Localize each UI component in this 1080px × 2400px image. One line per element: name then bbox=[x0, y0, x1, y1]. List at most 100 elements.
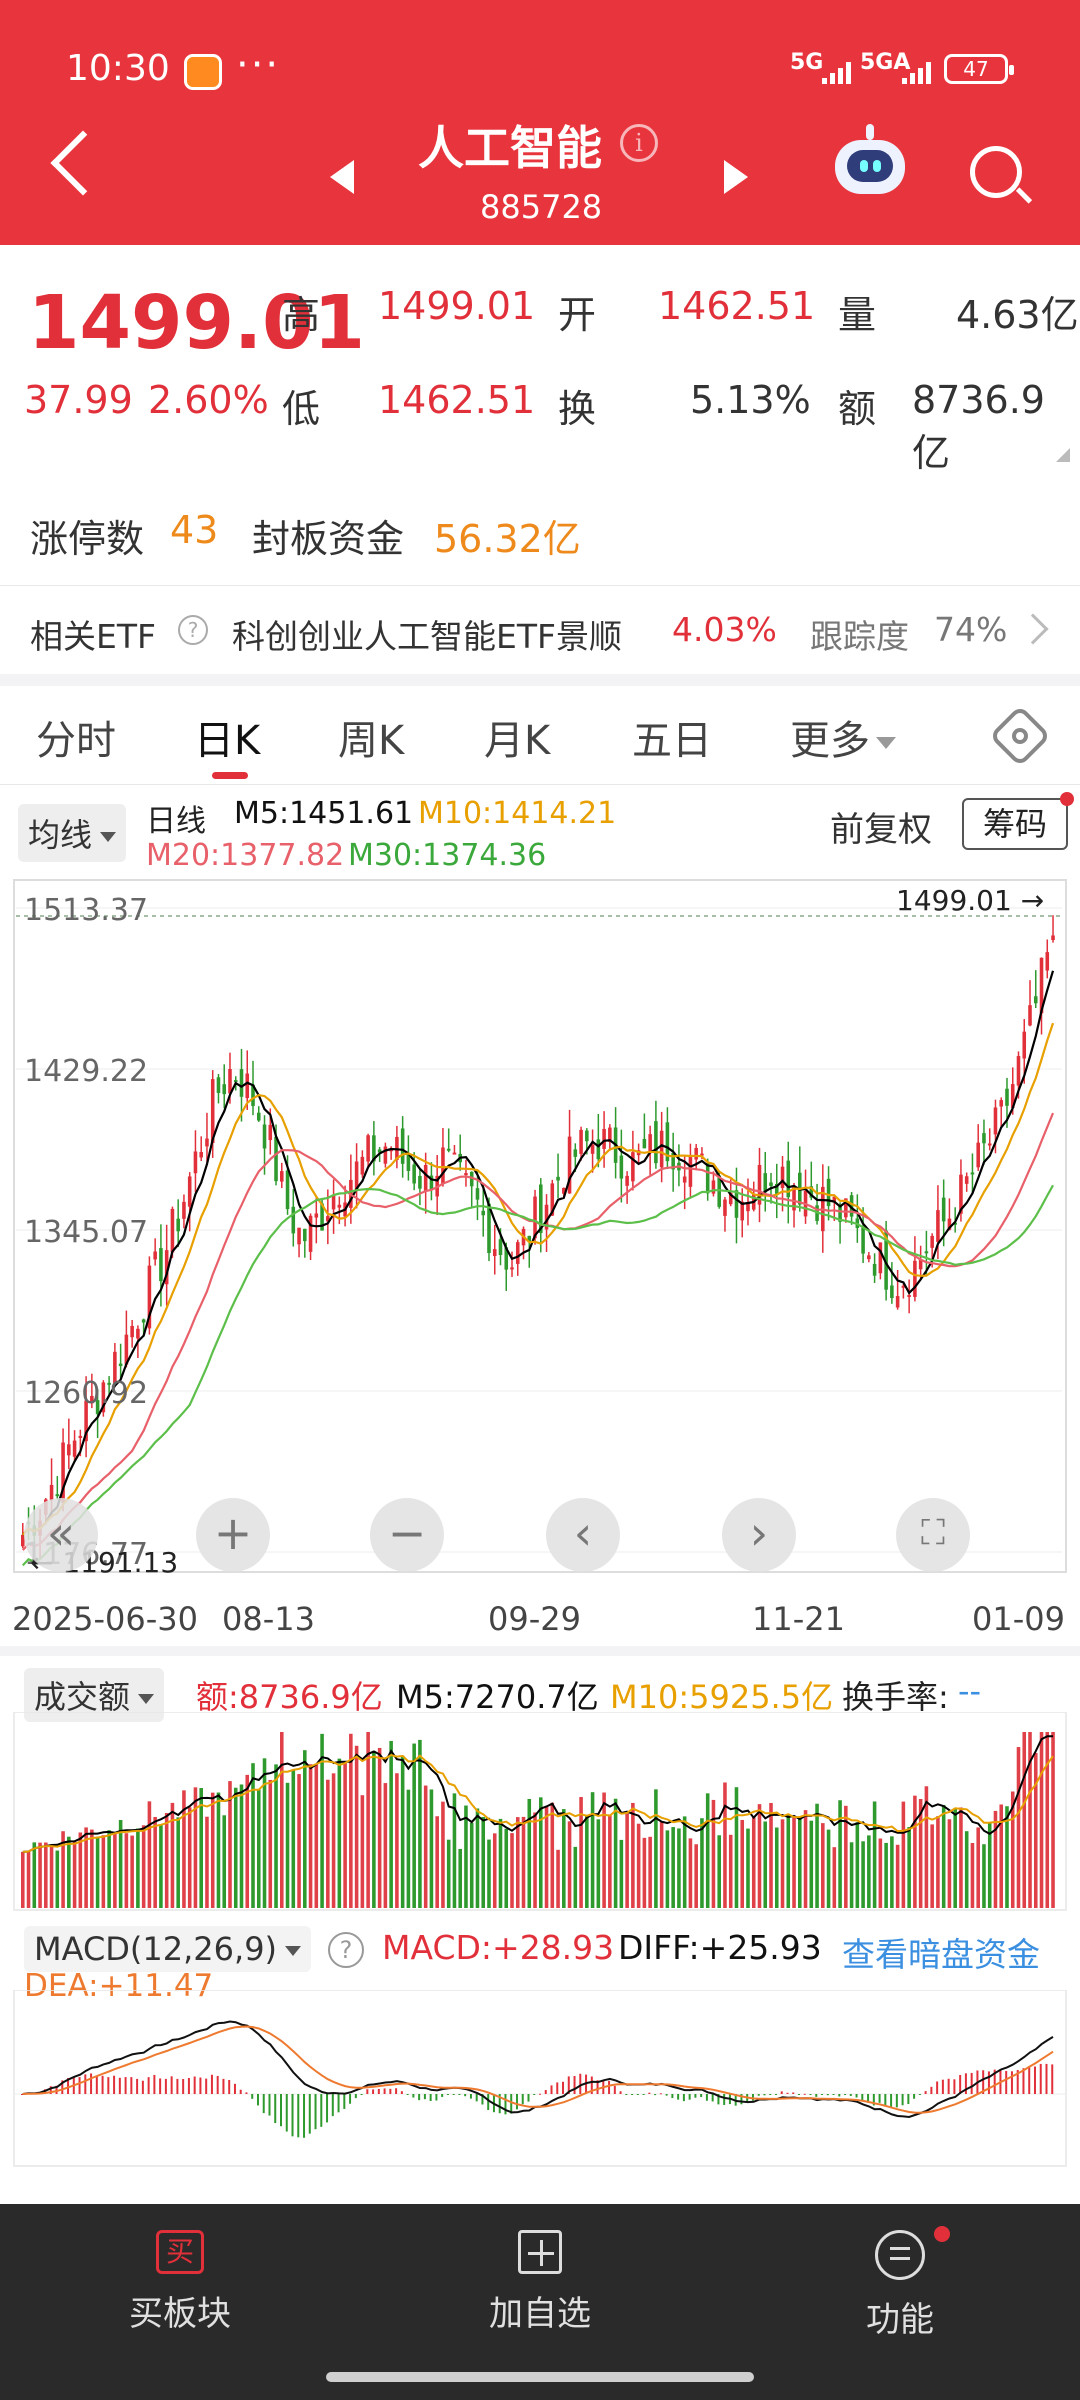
volume-bar bbox=[677, 1828, 681, 1908]
macd-histogram-bar bbox=[636, 2094, 639, 2095]
candle-body bbox=[809, 1186, 814, 1198]
nav-add-watchlist[interactable]: 加自选 bbox=[440, 2230, 640, 2335]
volume-bar bbox=[723, 1782, 727, 1908]
ma-selector[interactable]: 均线 bbox=[18, 804, 127, 862]
limit-count-label: 涨停数 bbox=[30, 517, 145, 561]
etf-track-label: 跟踪度 bbox=[810, 617, 909, 656]
back-icon[interactable] bbox=[50, 130, 116, 196]
macd-histogram-bar bbox=[723, 2094, 726, 2105]
candle-body bbox=[418, 1175, 422, 1189]
candlestick-chart[interactable]: 1513.371429.221345.071260.921176.771499.… bbox=[0, 876, 1080, 1576]
chevron-right-icon[interactable] bbox=[1017, 613, 1049, 645]
add-square-icon bbox=[518, 2230, 562, 2274]
macd-histogram-bar bbox=[239, 2089, 242, 2094]
macd-histogram-bar bbox=[314, 2094, 317, 2130]
adjust-mode[interactable]: 前复权 bbox=[830, 810, 932, 850]
candle-body bbox=[700, 1153, 704, 1156]
candle-body bbox=[982, 1133, 986, 1144]
macd-histogram-bar bbox=[136, 2078, 139, 2094]
volume-bar bbox=[469, 1822, 474, 1908]
candle-body bbox=[291, 1206, 296, 1234]
candle-body bbox=[130, 1325, 134, 1338]
tab-daily-k[interactable]: 日K bbox=[194, 718, 261, 764]
scroll-right-button[interactable]: › bbox=[722, 1498, 796, 1572]
settings-gear-icon[interactable] bbox=[988, 704, 1052, 768]
section-separator bbox=[0, 674, 1080, 686]
low-value: 1462.51 bbox=[378, 378, 536, 422]
volume-bar bbox=[147, 1801, 152, 1908]
volume-bar bbox=[153, 1816, 157, 1908]
chips-button[interactable]: 筹码 bbox=[962, 798, 1068, 850]
diff-line bbox=[22, 2020, 1054, 2119]
macd-frame bbox=[13, 1990, 1067, 2167]
volume-bar bbox=[90, 1829, 94, 1908]
candle-body bbox=[757, 1164, 762, 1205]
volume-bar bbox=[976, 1827, 980, 1908]
macd-histogram-bar bbox=[291, 2094, 294, 2137]
next-sector-icon[interactable] bbox=[724, 160, 748, 194]
scroll-left-button[interactable]: ‹ bbox=[546, 1498, 620, 1572]
macd-selector[interactable]: MACD(12,26,9) bbox=[24, 1926, 312, 1972]
volume-bar bbox=[1005, 1806, 1009, 1908]
candle-body bbox=[360, 1156, 365, 1175]
high-value: 1499.01 bbox=[378, 284, 536, 328]
candle-body bbox=[308, 1215, 313, 1252]
dark-pool-link[interactable]: 查看暗盘资金 bbox=[842, 1935, 1040, 1974]
nav-functions[interactable]: 功能 bbox=[800, 2226, 1000, 2341]
tab-weekly-k[interactable]: 周K bbox=[338, 718, 405, 764]
etf-help-icon[interactable]: ? bbox=[178, 615, 208, 645]
volume-bar bbox=[285, 1782, 290, 1908]
candle-body bbox=[389, 1149, 393, 1152]
zoom-in-button[interactable]: + bbox=[196, 1498, 270, 1572]
tab-intraday[interactable]: 分时 bbox=[36, 718, 116, 764]
volume-bar bbox=[372, 1750, 376, 1908]
volume-bar bbox=[268, 1779, 273, 1908]
volume-selector[interactable]: 成交额 bbox=[24, 1668, 165, 1722]
candle-body bbox=[297, 1227, 301, 1245]
volume-bar bbox=[38, 1842, 42, 1908]
candle-body bbox=[659, 1130, 664, 1168]
macd-help-icon[interactable]: ? bbox=[328, 1932, 364, 1968]
limit-fund-value: 56.32亿 bbox=[434, 517, 581, 561]
macd-histogram-bar bbox=[815, 2094, 818, 2097]
etf-name[interactable]: 科创创业人工智能ETF景顺 bbox=[232, 617, 622, 656]
candle-body bbox=[251, 1084, 255, 1106]
nav-buy-sector[interactable]: 买 买板块 bbox=[80, 2230, 280, 2335]
macd-histogram-bar bbox=[527, 2094, 530, 2102]
turnover-label: 换 bbox=[558, 387, 597, 431]
volume-bar bbox=[740, 1819, 745, 1908]
expand-corner-icon[interactable] bbox=[1056, 448, 1070, 462]
macd-histogram-bar bbox=[193, 2076, 196, 2094]
volume-bar bbox=[113, 1832, 117, 1908]
search-icon[interactable] bbox=[970, 146, 1022, 198]
zoom-out-button[interactable]: − bbox=[370, 1498, 444, 1572]
tab-five-day[interactable]: 五日 bbox=[632, 718, 712, 764]
volume-bar bbox=[602, 1792, 606, 1908]
assistant-robot-icon[interactable] bbox=[835, 124, 905, 194]
etf-label: 相关ETF bbox=[30, 617, 156, 656]
volume-frame bbox=[13, 1712, 1067, 1911]
tab-monthly-k[interactable]: 月K bbox=[484, 718, 551, 764]
open-value: 1462.51 bbox=[658, 284, 816, 328]
prev-sector-icon[interactable] bbox=[330, 160, 354, 194]
volume-bar bbox=[596, 1819, 601, 1908]
period-label: 日线 bbox=[146, 804, 206, 839]
scroll-left-fast-button[interactable]: « bbox=[24, 1498, 98, 1572]
tab-more[interactable]: 更多 bbox=[790, 708, 896, 766]
candle-body bbox=[711, 1180, 716, 1194]
volume-bar bbox=[441, 1801, 445, 1908]
candle-body bbox=[1028, 1005, 1032, 1026]
home-indicator[interactable] bbox=[326, 2372, 754, 2382]
fullscreen-button[interactable]: ⛶ bbox=[896, 1498, 970, 1572]
info-icon[interactable]: i bbox=[620, 124, 658, 162]
volume-bar bbox=[941, 1804, 946, 1908]
volume-bar bbox=[648, 1836, 652, 1908]
volume-bar bbox=[717, 1835, 721, 1908]
macd-histogram-bar bbox=[95, 2076, 98, 2094]
candle-body bbox=[746, 1202, 750, 1212]
volume-bar bbox=[613, 1798, 618, 1908]
tab-more-label: 更多 bbox=[790, 718, 870, 764]
volume-bar bbox=[245, 1774, 250, 1908]
candle-body bbox=[849, 1195, 854, 1217]
volume-bar bbox=[636, 1823, 641, 1908]
